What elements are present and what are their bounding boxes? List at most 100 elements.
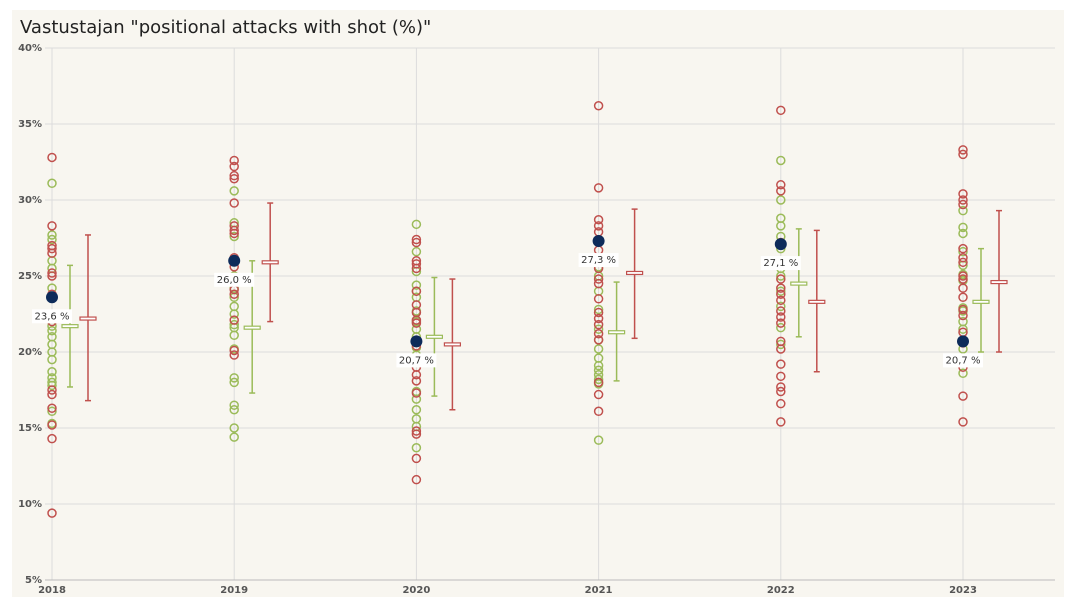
dot: [958, 145, 968, 155]
mean-marker: [425, 334, 443, 339]
chart-title: Vastustajan "positional attacks with sho…: [20, 17, 431, 38]
highlight-dot: [774, 238, 787, 251]
y-tick-label: 20%: [18, 347, 42, 358]
dot: [229, 432, 239, 442]
dot: [958, 324, 968, 334]
plot-background: [12, 10, 1064, 597]
dot: [411, 443, 422, 453]
dot: [411, 394, 422, 404]
highlight-dot: [592, 235, 605, 248]
dot: [958, 368, 968, 379]
dot: [958, 243, 968, 254]
mean-marker: [261, 260, 279, 265]
dot: [229, 377, 239, 388]
label-box: [396, 353, 437, 368]
dot: [411, 388, 422, 398]
dot: [47, 367, 57, 377]
dot: [411, 318, 422, 328]
dot: [47, 385, 57, 395]
label-box: [578, 253, 619, 268]
dot: [776, 105, 786, 116]
dot: [593, 374, 604, 385]
y-tick-label: 25%: [18, 271, 42, 282]
x-tick-label: 2019: [220, 585, 248, 596]
data-label: 20,7 %: [946, 355, 981, 366]
dot: [593, 329, 604, 339]
highlight-dot: [410, 335, 423, 348]
dot: [776, 318, 786, 328]
dot: [411, 426, 422, 436]
dot: [229, 350, 239, 360]
dot: [593, 365, 604, 375]
dot: [411, 219, 422, 230]
dot: [411, 234, 422, 245]
dot: [776, 386, 786, 397]
dot: [776, 371, 786, 382]
dot: [776, 155, 786, 166]
dot: [958, 417, 968, 427]
dot: [593, 304, 604, 315]
dot: [411, 286, 422, 296]
dot: [47, 243, 57, 254]
dot: [593, 335, 604, 345]
dot: [593, 221, 604, 231]
dot: [776, 186, 786, 196]
dot: [958, 195, 968, 205]
y-tick-label: 10%: [18, 499, 42, 510]
dot: [47, 271, 57, 281]
dot: [229, 173, 239, 184]
dot: [411, 370, 422, 380]
dot: [411, 259, 422, 269]
dot: [776, 195, 786, 205]
x-tick-label: 2021: [585, 585, 613, 596]
dot: [593, 313, 604, 324]
data-label: 23,6 %: [35, 311, 70, 322]
highlight-dot: [957, 335, 969, 348]
mean-marker: [808, 299, 826, 304]
dot: [593, 278, 604, 289]
dot: [776, 301, 786, 312]
dot: [47, 508, 57, 518]
x-tick-label: 2020: [402, 585, 430, 596]
dot: [958, 149, 968, 160]
highlight-dot: [228, 254, 241, 267]
dot: [593, 406, 604, 417]
dot: [47, 325, 57, 336]
dot: [776, 295, 786, 306]
y-tick-label: 35%: [18, 119, 42, 130]
dot: [411, 474, 422, 485]
dot: [593, 324, 604, 334]
dot: [411, 405, 422, 415]
dot: [229, 198, 239, 208]
dot: [776, 274, 786, 284]
dot: [958, 189, 968, 199]
dot: [229, 400, 239, 410]
x-tick-label: 2023: [949, 585, 977, 596]
mean-marker: [443, 342, 461, 347]
dot: [229, 345, 239, 356]
dot: [411, 280, 422, 290]
dot: [776, 306, 786, 316]
dot: [958, 222, 968, 233]
dot: [593, 377, 604, 388]
dot: [229, 228, 239, 239]
dot: [47, 268, 57, 278]
dot: [958, 310, 968, 321]
dot: [47, 221, 57, 231]
dot: [411, 429, 422, 439]
dot: [776, 382, 786, 392]
dot: [411, 315, 422, 325]
dot: [47, 152, 57, 163]
dot: [958, 205, 968, 216]
dot: [958, 257, 968, 268]
dot: [593, 183, 604, 193]
dot: [776, 322, 786, 333]
dot: [593, 215, 604, 225]
dot: [958, 228, 968, 239]
label-box: [214, 272, 255, 287]
dot: [958, 253, 968, 263]
dot: [229, 373, 239, 383]
mean-marker: [243, 325, 261, 330]
dot: [593, 294, 604, 304]
mean-marker: [79, 316, 97, 321]
